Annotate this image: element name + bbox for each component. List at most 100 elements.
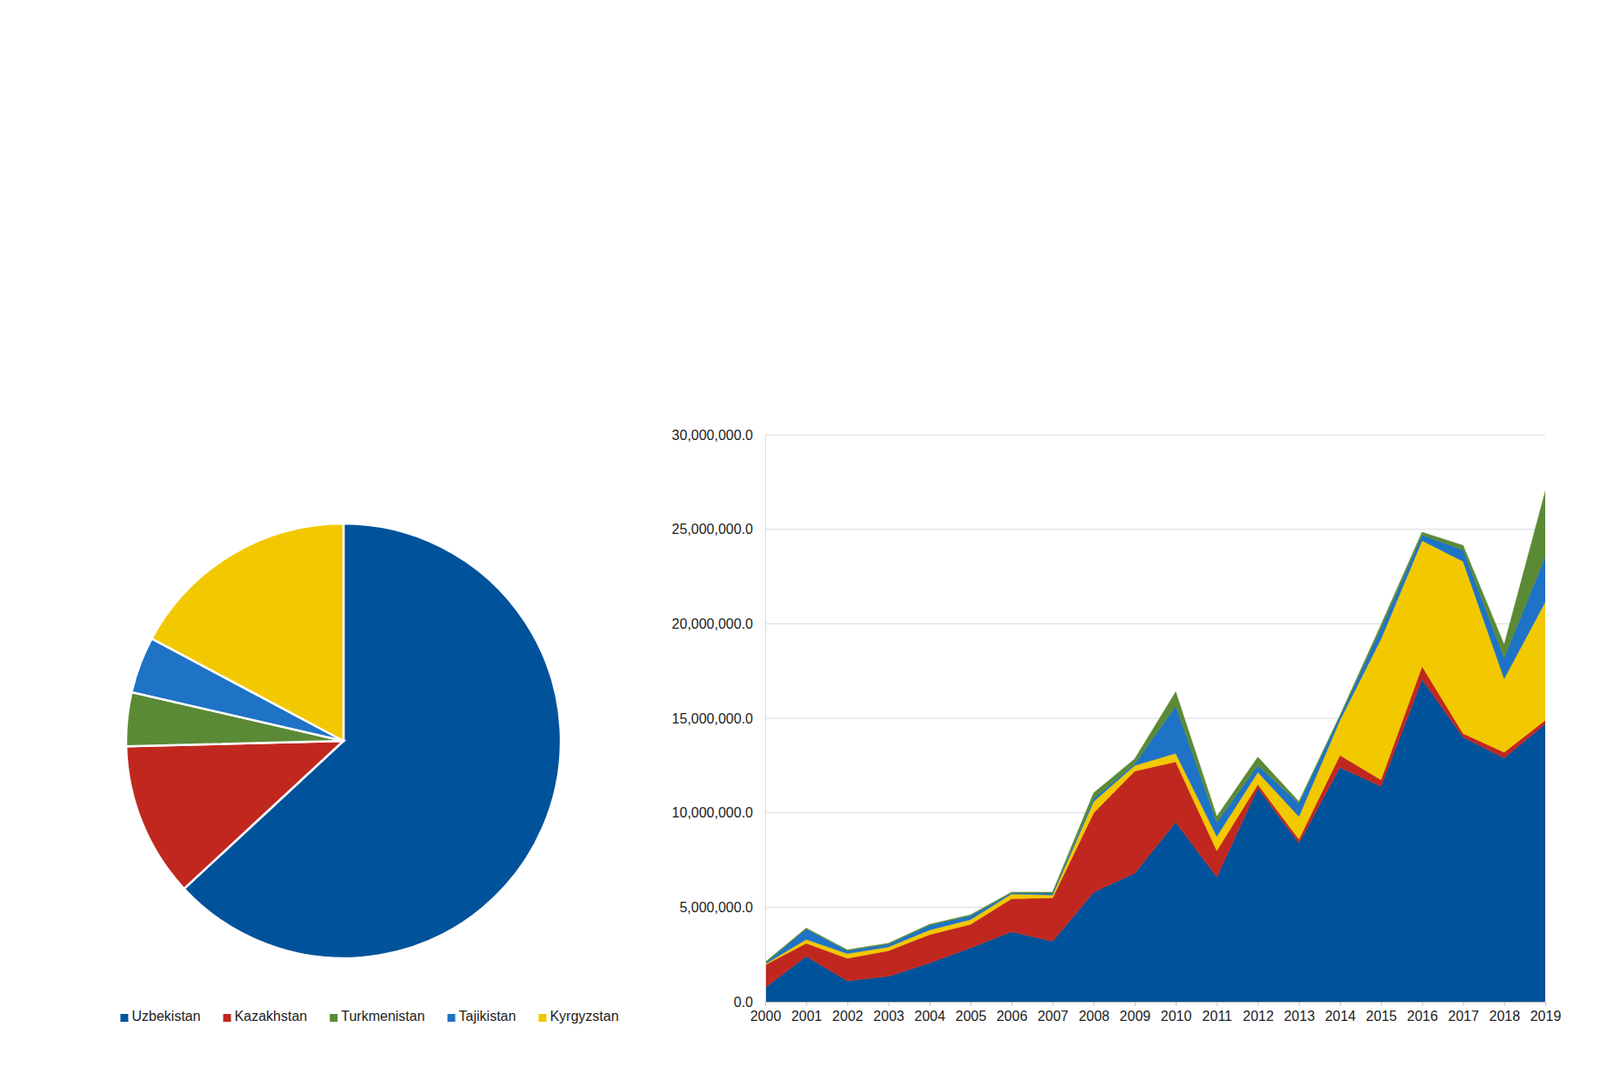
x-tick: 2005 [955, 1001, 987, 1024]
x-tick-label: 2012 [1242, 1008, 1274, 1024]
legend-label: Turkmenistan [340, 1008, 425, 1024]
y-axis-line [765, 435, 767, 1003]
x-tick-mark [1175, 1001, 1177, 1007]
x-tick-mark [1011, 1001, 1013, 1007]
x-tick: 2018 [1488, 1001, 1520, 1024]
pie [126, 523, 561, 959]
x-tick: 2015 [1366, 1001, 1398, 1024]
x-tick-label: 2017 [1447, 1008, 1480, 1024]
x-tick-mark [888, 1001, 890, 1007]
x-tick-label: 2003 [873, 1008, 905, 1024]
x-tick-label: 2014 [1325, 1008, 1357, 1024]
legend-label: Kyrgyzstan [549, 1008, 619, 1024]
pie-slice [151, 523, 344, 741]
x-tick: 2000 [750, 1001, 782, 1024]
y-tick-label: 5,000,000.0 [679, 900, 754, 915]
x-tick-mark [1545, 1001, 1547, 1007]
x-tick-mark [1258, 1001, 1260, 1007]
legend-swatch [223, 1013, 232, 1022]
x-tick-mark [1299, 1001, 1300, 1007]
x-tick-mark [1340, 1001, 1341, 1007]
y-tick-label: 15,000,000.0 [672, 711, 754, 727]
y-tick-label: 10,000,000.0 [672, 805, 754, 820]
x-tick-mark [1052, 1001, 1054, 1007]
y-tick: 30,000,000.0 [672, 427, 766, 443]
y-tick-label: 25,000,000.0 [672, 521, 754, 537]
x-tick: 2001 [791, 1001, 823, 1024]
grid [765, 434, 1546, 1002]
x-tick-label: 2005 [955, 1008, 987, 1024]
x-tick: 2013 [1283, 1001, 1315, 1024]
x-tick-label: 2018 [1488, 1008, 1520, 1024]
area-chart: 0.0 5,000,000.0 10,000,000.0 15,000,000.0 20… [672, 427, 1562, 1025]
x-tick-label: 2013 [1283, 1008, 1315, 1024]
grid-line [765, 434, 1546, 436]
x-tick-label: 2006 [996, 1008, 1028, 1024]
x-tick: 2003 [873, 1001, 905, 1024]
x-tick-mark [1216, 1001, 1218, 1007]
grid-line [765, 528, 1546, 530]
area [765, 491, 1546, 963]
x-tick: 2012 [1242, 1001, 1274, 1024]
x-tick-label: 2001 [791, 1008, 823, 1024]
pie-slice [126, 740, 344, 889]
legend-item: Uzbekistan [120, 1008, 200, 1024]
y-tick-label: 20,000,000.0 [672, 616, 754, 632]
x-tick: 2017 [1447, 1001, 1480, 1024]
x-tick-label: 2009 [1120, 1008, 1152, 1024]
legend-item: Kyrgyzstan [538, 1008, 619, 1024]
area [765, 666, 1546, 987]
canvas: Uzbekistan Kazakhstan Turkmenistan Tajikist… [0, 0, 1600, 1087]
x-tick-label: 2002 [832, 1008, 864, 1024]
x-tick: 2007 [1037, 1001, 1069, 1024]
x-tick-label: 2004 [914, 1008, 947, 1024]
x-tick-mark [929, 1001, 931, 1007]
x-tick-mark [1463, 1001, 1465, 1007]
legend-label: Uzbekistan [131, 1008, 200, 1024]
legend-swatch [120, 1013, 128, 1022]
legend-item: Kazakhstan [223, 1008, 308, 1024]
x-tick: 2008 [1078, 1001, 1110, 1024]
x-tick: 2014 [1325, 1001, 1357, 1024]
x-tick-mark [1504, 1001, 1506, 1007]
y-tick: 15,000,000.0 [672, 711, 766, 727]
x-tick: 2002 [832, 1001, 864, 1024]
legend-item: Turkmenistan [329, 1008, 425, 1024]
x-tick: 2016 [1406, 1001, 1439, 1024]
x-tick-label: 2000 [750, 1008, 782, 1024]
x-tick: 2011 [1202, 1001, 1234, 1024]
legend: Uzbekistan Kazakhstan Turkmenistan Tajikist… [120, 1008, 619, 1024]
x-tick-mark [846, 1001, 848, 1007]
x-tick-label: 2007 [1037, 1008, 1069, 1024]
legend-label: Tajikistan [459, 1008, 517, 1024]
x-axis-line [766, 1002, 1547, 1007]
x-axis: 2000 2001 2002 2003 2004 2005 2006 2007 2008 2009… [750, 1001, 1562, 1024]
plot-area [765, 491, 1546, 1002]
y-tick-label: 0.0 [733, 994, 754, 1010]
x-tick-label: 2019 [1530, 1008, 1562, 1024]
y-tick: 25,000,000.0 [672, 521, 766, 537]
x-tick-mark [1134, 1001, 1136, 1007]
x-tick-label: 2015 [1366, 1008, 1398, 1024]
legend-item: Tajikistan [447, 1008, 517, 1024]
y-tick: 10,000,000.0 [672, 805, 766, 820]
x-tick: 2010 [1160, 1001, 1193, 1024]
x-tick-label: 2008 [1078, 1008, 1110, 1024]
x-tick-mark [806, 1001, 807, 1007]
legend-label: Kazakhstan [234, 1008, 308, 1024]
x-tick: 2009 [1120, 1001, 1152, 1024]
legend-swatch [447, 1013, 456, 1022]
legend-swatch [329, 1013, 338, 1022]
x-tick-mark [1380, 1001, 1382, 1007]
x-tick-label: 2010 [1160, 1008, 1193, 1024]
x-tick-mark [1093, 1001, 1095, 1007]
y-tick-label: 30,000,000.0 [672, 427, 754, 443]
y-tick: 5,000,000.0 [679, 900, 766, 915]
x-tick-mark [970, 1001, 972, 1007]
x-tick-mark [765, 1001, 767, 1007]
x-tick: 2019 [1530, 1001, 1562, 1024]
x-tick: 2004 [914, 1001, 947, 1024]
x-tick: 2006 [996, 1001, 1028, 1024]
y-axis: 0.0 5,000,000.0 10,000,000.0 15,000,000.0 20… [672, 427, 767, 1010]
y-tick: 20,000,000.0 [672, 616, 766, 632]
